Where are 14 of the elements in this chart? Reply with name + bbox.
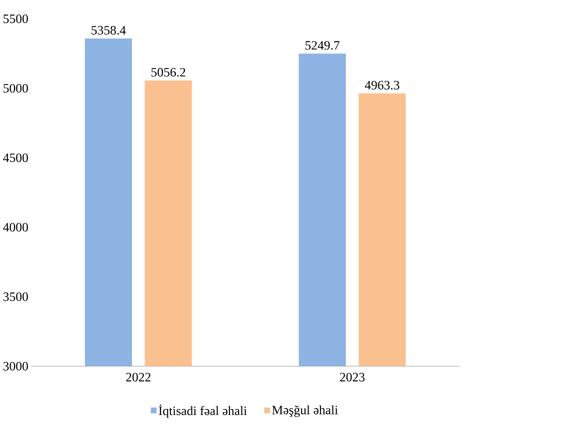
y-tick-label: 3000 bbox=[3, 362, 28, 370]
data-label: 5249.7 bbox=[305, 41, 340, 50]
data-label: 5358.4 bbox=[92, 26, 126, 35]
legend-label: İqtisadi fəal əhali bbox=[158, 404, 247, 418]
data-label: 4963.3 bbox=[364, 80, 400, 90]
y-tick-label: 5000 bbox=[4, 84, 28, 93]
data-label: 5056.2 bbox=[151, 68, 186, 77]
y-tick-label: 5500 bbox=[4, 14, 28, 24]
y-tick-label: 4000 bbox=[3, 222, 28, 232]
x-tick-label: 2023 bbox=[340, 372, 365, 382]
x-tick-label: 2022 bbox=[126, 372, 150, 382]
y-tick-label: 3500 bbox=[3, 292, 28, 301]
y-tick-label: 4500 bbox=[3, 153, 28, 162]
legend-label: Məşğul əhali bbox=[272, 405, 338, 417]
